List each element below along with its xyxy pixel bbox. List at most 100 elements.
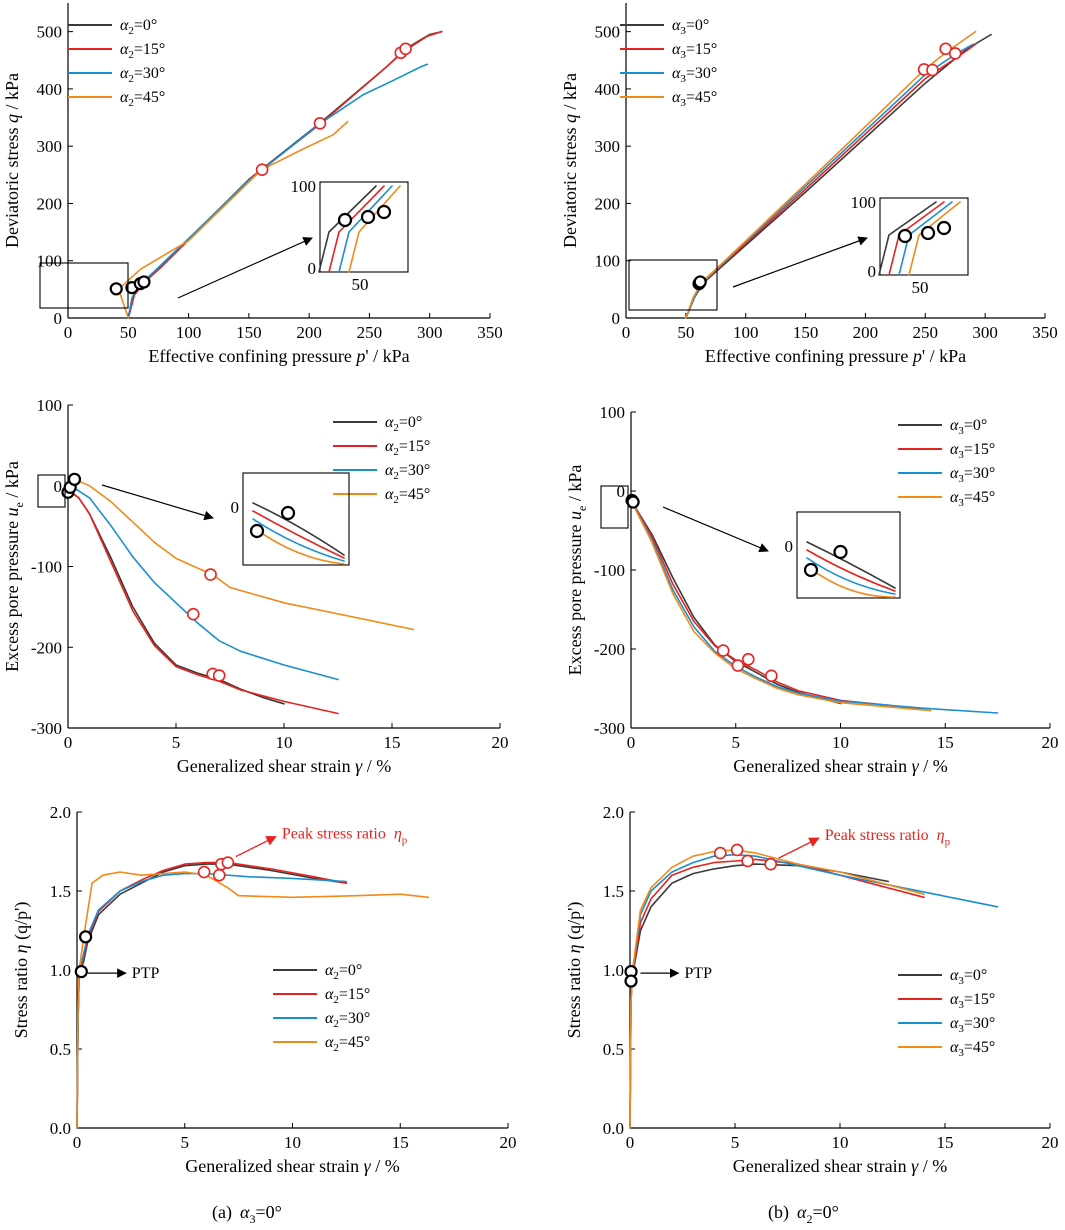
x-axis-label: Effective confining pressure p' / kPa: [705, 346, 966, 366]
black-marker: [626, 495, 640, 509]
legend-label: α3=30°: [950, 465, 995, 485]
red-marker: [713, 846, 727, 860]
y-tick-label: 100: [600, 403, 626, 422]
legend-label: α3=15°: [672, 41, 717, 61]
inset-tick: 0: [785, 537, 794, 556]
x-tick-label: 300: [417, 323, 443, 342]
x-tick-label: 15: [384, 733, 401, 752]
red-marker: [730, 843, 744, 857]
red-marker: [186, 607, 200, 621]
red-marker: [741, 854, 754, 868]
series-line: [127, 30, 443, 319]
inset-curve: [878, 201, 937, 276]
inset-marker: [803, 562, 819, 578]
x-tick-label: 20: [1042, 1133, 1059, 1152]
y-axis-label: Deviatoric stress q / kPa: [2, 73, 22, 248]
inset-marker: [833, 544, 848, 560]
y-tick-label: 0.5: [603, 1040, 624, 1059]
y-tick-label: 2.0: [50, 803, 71, 822]
legend-label: α2=15°: [385, 438, 430, 458]
series-line: [629, 858, 925, 1129]
legend-label: α2=30°: [325, 1010, 370, 1030]
chart-b-ue-gamma: 0 5 10 15 20 -300 -200 -100 0 100 Generalized shea…: [565, 403, 1059, 776]
zoom-region: [628, 259, 718, 311]
legend-label: α3=0°: [950, 417, 987, 437]
y-tick-label: 200: [595, 194, 621, 213]
inset-marker: [337, 212, 353, 228]
y-axis-label: Stress ratio η (q/p'): [11, 902, 32, 1039]
inset-frame: [796, 511, 901, 599]
x-tick-label: 350: [1032, 323, 1058, 342]
x-tick-label: 20: [500, 1133, 517, 1152]
x-tick-label: 5: [181, 1133, 190, 1152]
y-tick-label: 1.0: [603, 961, 624, 980]
red-marker: [221, 856, 235, 869]
legend-label: α2=15°: [120, 41, 165, 61]
inset-curve: [252, 502, 345, 556]
x-tick-label: 100: [733, 323, 759, 342]
legend-label: α3=0°: [672, 17, 709, 37]
series-line: [630, 499, 842, 705]
inset-curve: [252, 518, 345, 562]
zoom-arrow: [662, 506, 769, 553]
y-tick-label: 100: [37, 252, 63, 271]
series-line: [629, 863, 890, 1129]
y-tick-label: -200: [31, 638, 62, 657]
y-tick-label: 1.0: [50, 961, 71, 980]
chart-a-ue-gamma: 0 5 10 15 20 -300 -200 -100 0 100 Generalized shea…: [2, 396, 509, 776]
legend-label: α2=0°: [385, 414, 422, 434]
x-tick-label: 20: [492, 733, 509, 752]
y-tick-label: 0.0: [50, 1119, 71, 1138]
red-marker: [764, 857, 778, 871]
x-axis-label: Generalized shear strain γ / %: [733, 756, 948, 776]
inset-curve: [806, 557, 896, 595]
black-marker: [693, 275, 707, 289]
chart-a-q-p: 0 50 100 150 200 250 300 3500100200300400500Eff…: [2, 3, 503, 366]
x-tick-label: 200: [296, 323, 322, 342]
black-marker: [624, 974, 638, 988]
x-tick-label: 0: [73, 1133, 82, 1152]
y-tick-label: 0: [54, 309, 63, 328]
x-tick-label: 10: [276, 733, 293, 752]
inset-curve: [318, 185, 377, 273]
zoom-region: [600, 485, 629, 529]
y-tick-label: 1.5: [603, 882, 624, 901]
red-marker: [255, 163, 269, 176]
x-tick-label: 5: [732, 733, 741, 752]
series-line: [629, 849, 925, 1129]
x-tick-label: 250: [357, 323, 383, 342]
legend-label: α3=30°: [672, 65, 717, 85]
inset-tick: 0: [308, 259, 317, 278]
red-marker: [197, 865, 211, 879]
legend-label: α2=30°: [385, 462, 430, 482]
x-tick-label: 50: [677, 323, 694, 342]
x-tick-label: 20: [1042, 733, 1059, 752]
series-line: [76, 861, 348, 1129]
inset-tick: 50: [912, 278, 929, 297]
legend-label: α2=45°: [325, 1034, 370, 1054]
y-tick-label: 100: [595, 252, 621, 271]
inset-frame: [319, 181, 409, 273]
ptp-label: PTP: [685, 965, 713, 982]
x-tick-label: 5: [731, 1133, 740, 1152]
inset-curve: [328, 185, 385, 273]
x-tick-label: 0: [627, 733, 636, 752]
series-line: [685, 43, 977, 319]
red-marker: [204, 568, 217, 581]
chart-a-eta-gamma: 0 5 10 15 20 0.0 0.5 1.0 1.5 2.0 Generalized shear…: [11, 803, 517, 1176]
inset-marker: [897, 228, 913, 244]
series-line: [67, 489, 285, 705]
y-tick-label: 2.0: [603, 803, 624, 822]
x-axis-label: Generalized shear strain γ / %: [177, 756, 392, 776]
x-tick-label: 5: [172, 733, 181, 752]
y-axis-label: Stress ratio η (q/p'): [564, 902, 585, 1039]
zoom-arrow: [101, 484, 214, 521]
peak-label: Peak stress ratio ηp: [825, 827, 951, 848]
legend-label: α2=30°: [120, 65, 165, 85]
legend-label: α2=0°: [120, 17, 157, 37]
x-tick-label: 0: [626, 1133, 635, 1152]
red-marker: [948, 47, 962, 60]
x-tick-label: 250: [913, 323, 939, 342]
series-line: [76, 863, 348, 1129]
y-tick-label: 0: [612, 309, 621, 328]
